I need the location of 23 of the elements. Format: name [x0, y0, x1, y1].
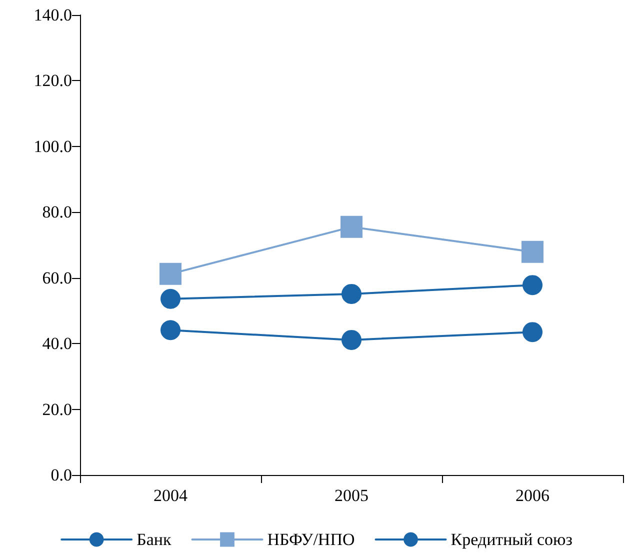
- y-tick-label: 120.0: [34, 71, 72, 90]
- y-tick-label: 20.0: [42, 400, 72, 419]
- x-tick-label: 2005: [334, 486, 368, 505]
- y-tick-label: 80.0: [42, 202, 72, 222]
- legend-label: Кредитный союз: [450, 530, 573, 549]
- point: [342, 330, 362, 350]
- point: [160, 320, 180, 340]
- y-tick-label: 60.0: [42, 268, 72, 288]
- legend-label: Банк: [136, 530, 172, 549]
- point: [522, 275, 542, 296]
- point: [342, 284, 362, 304]
- y-tick-label: 100.0: [34, 136, 72, 156]
- y-tick-label: 140.0: [34, 6, 72, 24]
- point: [160, 262, 182, 285]
- x-tick-label: 2006: [516, 486, 550, 505]
- point: [522, 322, 542, 342]
- legend-label: НБФУ/НПО: [267, 530, 355, 549]
- point: [160, 288, 180, 309]
- y-tick-label: 40.0: [42, 334, 72, 354]
- point: [340, 216, 362, 238]
- x-tick-label: 2004: [154, 486, 188, 505]
- y-tick-label: 0.0: [50, 466, 72, 484]
- point: [522, 240, 544, 263]
